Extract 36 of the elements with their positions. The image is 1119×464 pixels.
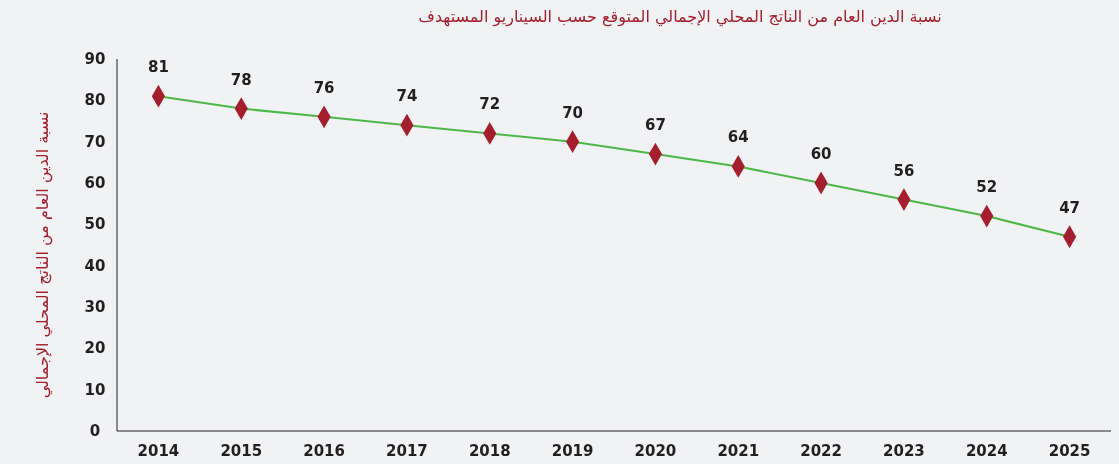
y-tick-label: 80 xyxy=(84,91,106,110)
data-label: 78 xyxy=(230,70,252,89)
y-axis-title: نسبة الدين العام من الناتج المحلي الإجمالي xyxy=(33,111,53,399)
data-label: 64 xyxy=(727,128,749,147)
data-label: 72 xyxy=(479,95,501,114)
data-label: 56 xyxy=(893,161,915,180)
y-tick-label: 70 xyxy=(84,132,106,151)
y-tick-label: 20 xyxy=(84,339,106,358)
data-label: 60 xyxy=(810,145,832,163)
y-tick-label: 90 xyxy=(84,50,106,68)
y-tick-label: 40 xyxy=(84,256,106,275)
x-tick-label: 2022 xyxy=(800,442,842,460)
data-label: 81 xyxy=(147,58,169,77)
chart-title: نسبة الدين العام من الناتج المحلي الإجمالي المتوقع حسب السيناريو المستهدف xyxy=(418,7,942,27)
data-label: 76 xyxy=(313,78,335,97)
y-tick-label: 50 xyxy=(84,215,106,234)
data-label: 47 xyxy=(1059,198,1081,217)
data-label: 74 xyxy=(396,87,418,106)
x-tick-label: 2024 xyxy=(965,442,1008,460)
x-tick-label: 2016 xyxy=(303,442,345,460)
x-tick-label: 2017 xyxy=(386,442,428,460)
x-tick-label: 2014 xyxy=(137,442,180,460)
y-tick-label: 30 xyxy=(84,298,106,316)
x-tick-label: 2020 xyxy=(634,442,677,460)
x-tick-label: 2021 xyxy=(717,442,760,460)
data-label: 70 xyxy=(562,103,584,122)
x-tick-label: 2018 xyxy=(468,442,511,460)
x-tick-label: 2025 xyxy=(1048,442,1091,460)
x-tick-label: 2015 xyxy=(220,442,263,460)
y-tick-label: 60 xyxy=(84,174,106,192)
x-tick-label: 2019 xyxy=(551,442,594,460)
y-tick-label: 0 xyxy=(89,422,101,440)
data-label: 52 xyxy=(976,178,998,197)
data-label: 67 xyxy=(644,116,666,135)
x-tick-label: 2023 xyxy=(883,442,925,460)
y-tick-label: 10 xyxy=(84,380,106,399)
